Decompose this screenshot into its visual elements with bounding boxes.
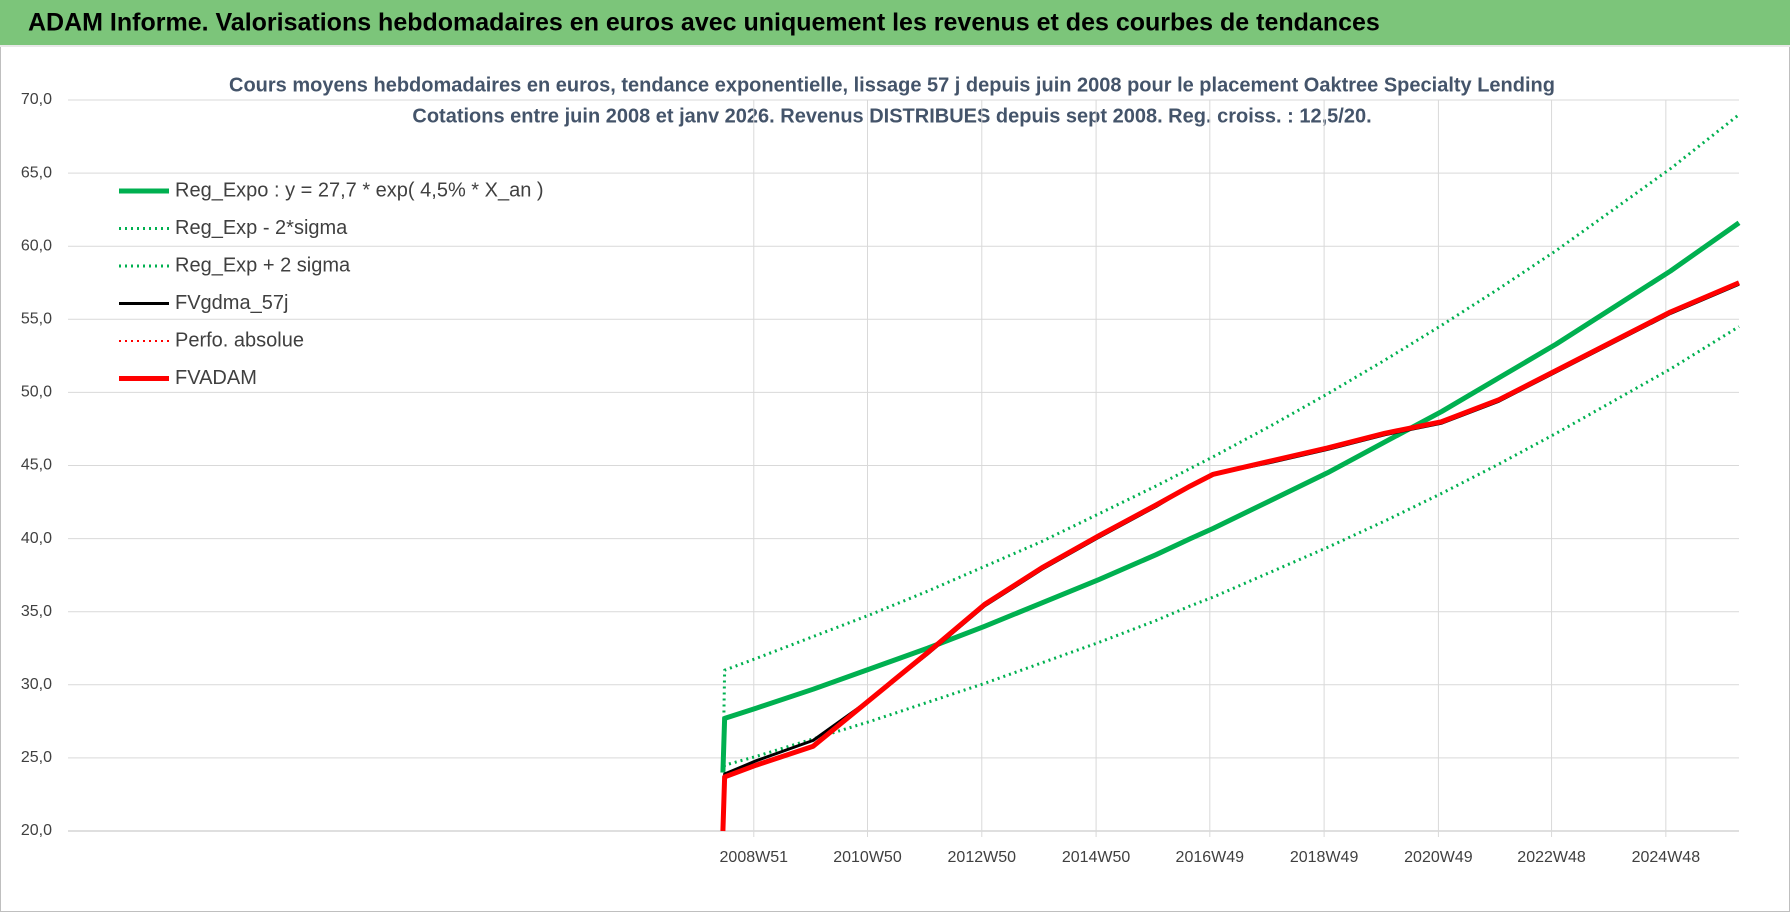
y-tick-label: 40,0 xyxy=(21,530,52,547)
x-tick-label: 2018W49 xyxy=(1290,849,1359,866)
x-tick-label: 2022W48 xyxy=(1517,849,1586,866)
plot-lines xyxy=(720,113,1741,832)
legend-label: Reg_Exp - 2*sigma xyxy=(175,217,348,239)
banner-bar xyxy=(0,0,1790,46)
x-tick-label: 2012W50 xyxy=(948,849,1017,866)
series-line xyxy=(720,280,1740,832)
y-tick-label: 65,0 xyxy=(21,164,52,181)
legend: Reg_Expo : y = 27,7 * exp( 4,5% * X_an )… xyxy=(119,179,544,389)
chart-subtitle: Cotations entre juin 2008 et janv 2026. … xyxy=(412,105,1371,127)
chart-title: Cours moyens hebdomadaires en euros, ten… xyxy=(229,74,1555,96)
x-tick-label: 2024W48 xyxy=(1632,849,1701,866)
y-tick-label: 20,0 xyxy=(21,822,52,839)
y-tick-label: 45,0 xyxy=(21,457,52,474)
x-tick-label: 2008W51 xyxy=(720,849,789,866)
x-tick-label: 2016W49 xyxy=(1176,849,1245,866)
legend-label: FVADAM xyxy=(175,367,257,389)
grid: 20,0 25,0 30,0 35,0 40,0 45,0 50,0 55,0 60,0 65,0… xyxy=(21,91,1739,866)
y-tick-label: 70,0 xyxy=(21,91,52,108)
banner-title: ADAM Informe. Valorisations hebdomadaire… xyxy=(28,9,1380,37)
x-tick-label: 2010W50 xyxy=(833,849,902,866)
x-tick-label: 2014W50 xyxy=(1062,849,1131,866)
y-tick-label: 50,0 xyxy=(21,384,52,401)
y-tick-label: 30,0 xyxy=(21,676,52,693)
x-tick-label: 2020W49 xyxy=(1404,849,1473,866)
series-line xyxy=(721,325,1740,773)
y-tick-label: 25,0 xyxy=(21,749,52,766)
series-line xyxy=(720,220,1741,773)
series-line xyxy=(721,113,1740,773)
legend-label: Perfo. absolue xyxy=(175,329,304,351)
legend-label: Reg_Expo : y = 27,7 * exp( 4,5% * X_an ) xyxy=(175,179,544,201)
y-tick-label: 60,0 xyxy=(21,237,52,254)
y-tick-label: 35,0 xyxy=(21,603,52,620)
legend-label: FVgdma_57j xyxy=(175,292,288,314)
legend-label: Reg_Exp + 2 sigma xyxy=(175,254,351,276)
y-tick-label: 55,0 xyxy=(21,311,52,328)
